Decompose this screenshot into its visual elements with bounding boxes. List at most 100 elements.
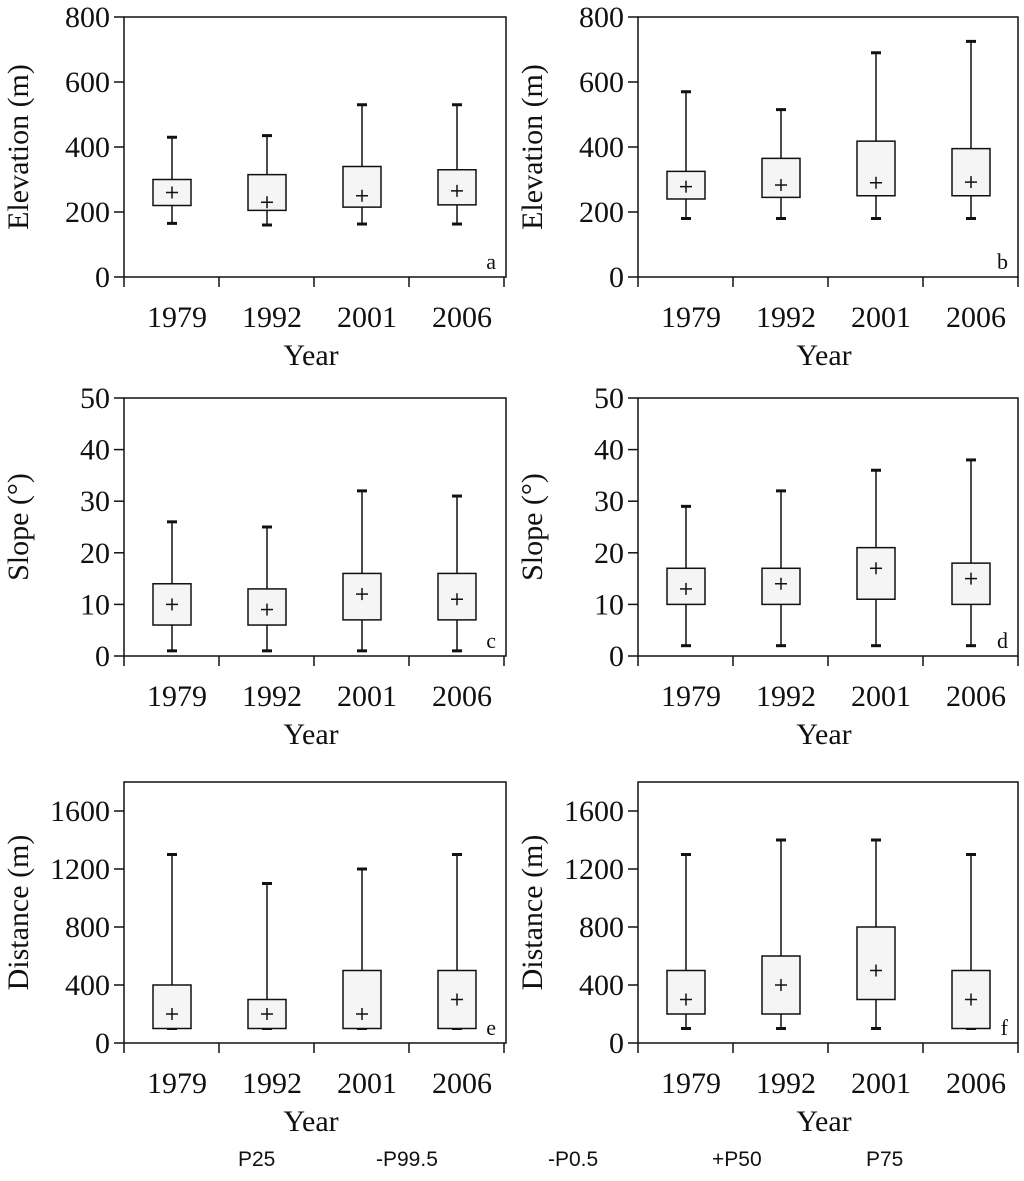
box-2001	[856, 468, 896, 648]
x-tick-label: 2006	[946, 1067, 1006, 1100]
x-tick-label: 1992	[756, 680, 816, 713]
x-tick-label: 2001	[851, 1067, 911, 1100]
y-tick-label: 1200	[564, 853, 624, 886]
x-tick-label: 2001	[851, 680, 911, 713]
y-tick-label: 400	[579, 131, 624, 164]
y-tick-label: 800	[65, 1, 110, 34]
y-tick-label: 400	[579, 969, 624, 1002]
box-iqr	[437, 572, 477, 621]
x-tick-label: 1992	[756, 1067, 816, 1100]
x-tick-label: 1992	[242, 1067, 302, 1100]
box-iqr	[761, 157, 801, 199]
x-tick-label: 2001	[337, 1067, 397, 1100]
x-axis-title: Year	[283, 339, 338, 372]
y-tick-label: 1600	[564, 795, 624, 828]
y-tick-label: 600	[65, 66, 110, 99]
box-iqr	[856, 546, 896, 600]
y-tick-label: 10	[594, 588, 624, 621]
x-tick-label: 1979	[147, 680, 207, 713]
y-axis-title: Slope (°)	[516, 473, 549, 581]
y-tick-label: 50	[594, 382, 624, 415]
panel-c: 0 10 20 30 40 50 1979 1992 2001 2006 Year Slope (°)…	[2, 382, 507, 751]
y-axis-title: Elevation (m)	[516, 64, 549, 230]
y-tick-label: 0	[609, 1027, 624, 1060]
x-tick-label: 1979	[661, 680, 721, 713]
box-1979	[152, 135, 192, 225]
box-1992	[761, 838, 801, 1030]
legend-p75: P75	[866, 1148, 904, 1171]
panel-letter: b	[997, 249, 1008, 274]
panel-letter: c	[486, 628, 496, 653]
y-tick-label: 800	[579, 911, 624, 944]
box-iqr	[152, 984, 192, 1030]
y-tick-label: 40	[80, 434, 110, 467]
y-axis-title: Distance (m)	[2, 835, 35, 991]
y-axis-title: Slope (°)	[2, 473, 35, 581]
y-tick-label: 400	[65, 969, 110, 1002]
box-2001	[342, 489, 382, 653]
plot-frame	[123, 16, 507, 278]
y-tick-label: 30	[80, 485, 110, 518]
y-tick-label: 800	[65, 911, 110, 944]
x-axis-title: Year	[283, 718, 338, 751]
x-tick-label: 2006	[946, 680, 1006, 713]
x-tick-label: 1979	[661, 1067, 721, 1100]
y-tick-label: 0	[95, 1027, 110, 1060]
box-2001	[342, 867, 382, 1030]
x-tick-label: 1979	[147, 1067, 207, 1100]
box-2001	[856, 838, 896, 1030]
legend-p99-5: -P99.5	[376, 1148, 438, 1171]
panel-f: 0 400 800 1200 1600 1979 1992 2001 2006 Year Dista…	[516, 781, 1019, 1138]
x-tick-label: 2006	[432, 301, 492, 334]
x-axis-title: Year	[796, 1105, 851, 1138]
plot-frame	[123, 781, 507, 1044]
panel-letter: d	[997, 628, 1008, 653]
y-tick-label: 0	[95, 640, 110, 673]
x-tick-label: 2001	[851, 301, 911, 334]
box-2006	[951, 39, 991, 220]
y-tick-label: 1200	[50, 853, 110, 886]
panel-d: 0 10 20 30 40 50 1979 1992 2001 2006 Year Slope (°)…	[516, 382, 1019, 751]
x-axis-title: Year	[796, 339, 851, 372]
x-tick-label: 1992	[242, 301, 302, 334]
x-tick-label: 2001	[337, 301, 397, 334]
y-tick-label: 400	[65, 131, 110, 164]
panel-a: 0 200 400 600 800 1979 1992 2001 2006 Year Elevati…	[2, 1, 507, 372]
plot-frame	[123, 397, 507, 657]
x-tick-label: 1992	[756, 301, 816, 334]
y-tick-label: 0	[95, 261, 110, 294]
box-2006	[437, 853, 477, 1030]
x-tick-label: 1992	[242, 680, 302, 713]
x-tick-label: 2006	[432, 1067, 492, 1100]
x-tick-label: 2001	[337, 680, 397, 713]
y-tick-label: 0	[609, 640, 624, 673]
panel-letter: f	[1001, 1015, 1009, 1040]
box-1979	[152, 853, 192, 1030]
legend-p0-5: -P0.5	[548, 1148, 599, 1171]
x-tick-label: 1979	[661, 301, 721, 334]
panel-letter: e	[486, 1015, 496, 1040]
y-tick-label: 1600	[50, 795, 110, 828]
panel-b: 0 200 400 600 800 1979 1992 2001 2006 Year Elevati…	[516, 1, 1019, 372]
box-1992	[761, 489, 801, 648]
box-1992	[761, 108, 801, 220]
y-tick-label: 40	[594, 434, 624, 467]
box-2006	[437, 494, 477, 653]
y-tick-label: 20	[594, 537, 624, 570]
y-tick-label: 10	[80, 588, 110, 621]
box-2006	[437, 103, 477, 226]
box-1979	[152, 520, 192, 653]
legend-p50: +P50	[712, 1148, 762, 1171]
y-tick-label: 50	[80, 382, 110, 415]
y-tick-label: 200	[579, 196, 624, 229]
box-2001	[856, 51, 896, 220]
box-iqr	[951, 147, 991, 197]
panel-letter: a	[486, 249, 496, 274]
box-1992	[247, 134, 287, 227]
box-1979	[666, 90, 706, 220]
box-2001	[342, 103, 382, 226]
legend: P25 -P99.5 -P0.5 +P50 P75	[0, 1148, 1024, 1180]
x-tick-label: 2006	[946, 301, 1006, 334]
box-2006	[951, 458, 991, 648]
